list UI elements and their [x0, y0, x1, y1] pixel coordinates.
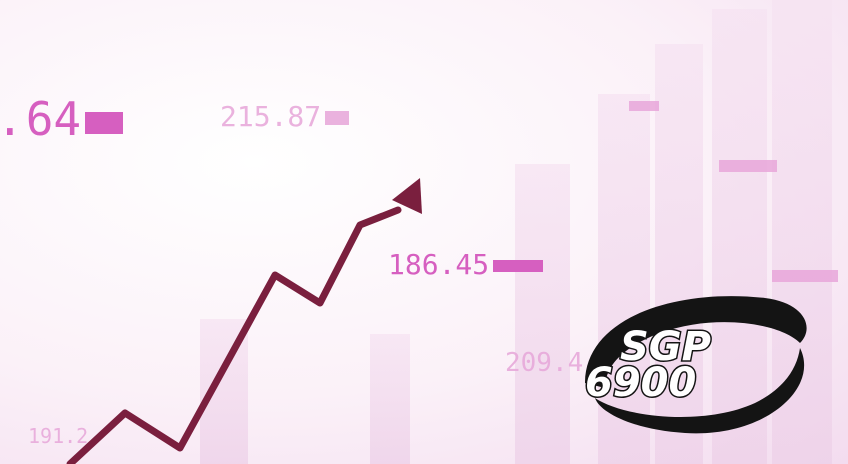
ticker-tail-icon [493, 260, 544, 272]
sgp-6900-logo: SGP 6900 [584, 296, 807, 434]
ticker-tail-icon [768, 265, 838, 286]
ticker-value: 64 [25, 92, 82, 146]
ticker-tail-icon [85, 111, 124, 134]
ticker-value: 191.2 [28, 424, 89, 448]
ticker-label: 186.45 [388, 248, 544, 281]
logo-line2: 6900 [585, 360, 696, 406]
ticker-label: 191.2 [28, 424, 88, 448]
ticker-value: 186.45 [388, 248, 490, 281]
ticker-label: 209.4 [505, 348, 583, 378]
bg-bar [655, 44, 703, 464]
bg-bar [515, 164, 570, 464]
ticker-value: 209.4 [505, 348, 584, 378]
logo-line1: SGP [620, 324, 711, 370]
ticker-label: .64 [0, 92, 124, 146]
ticker-tail-icon [715, 155, 777, 176]
ticker-label: 215.87 [220, 100, 350, 133]
bg-bar [370, 334, 410, 464]
bg-bar [598, 94, 650, 464]
ticker-value: . [0, 92, 26, 146]
bg-bar [712, 9, 767, 464]
ticker-tail-icon [625, 95, 659, 116]
ticker-value: 215.87 [220, 100, 322, 133]
ticker-tail-icon [325, 111, 350, 125]
